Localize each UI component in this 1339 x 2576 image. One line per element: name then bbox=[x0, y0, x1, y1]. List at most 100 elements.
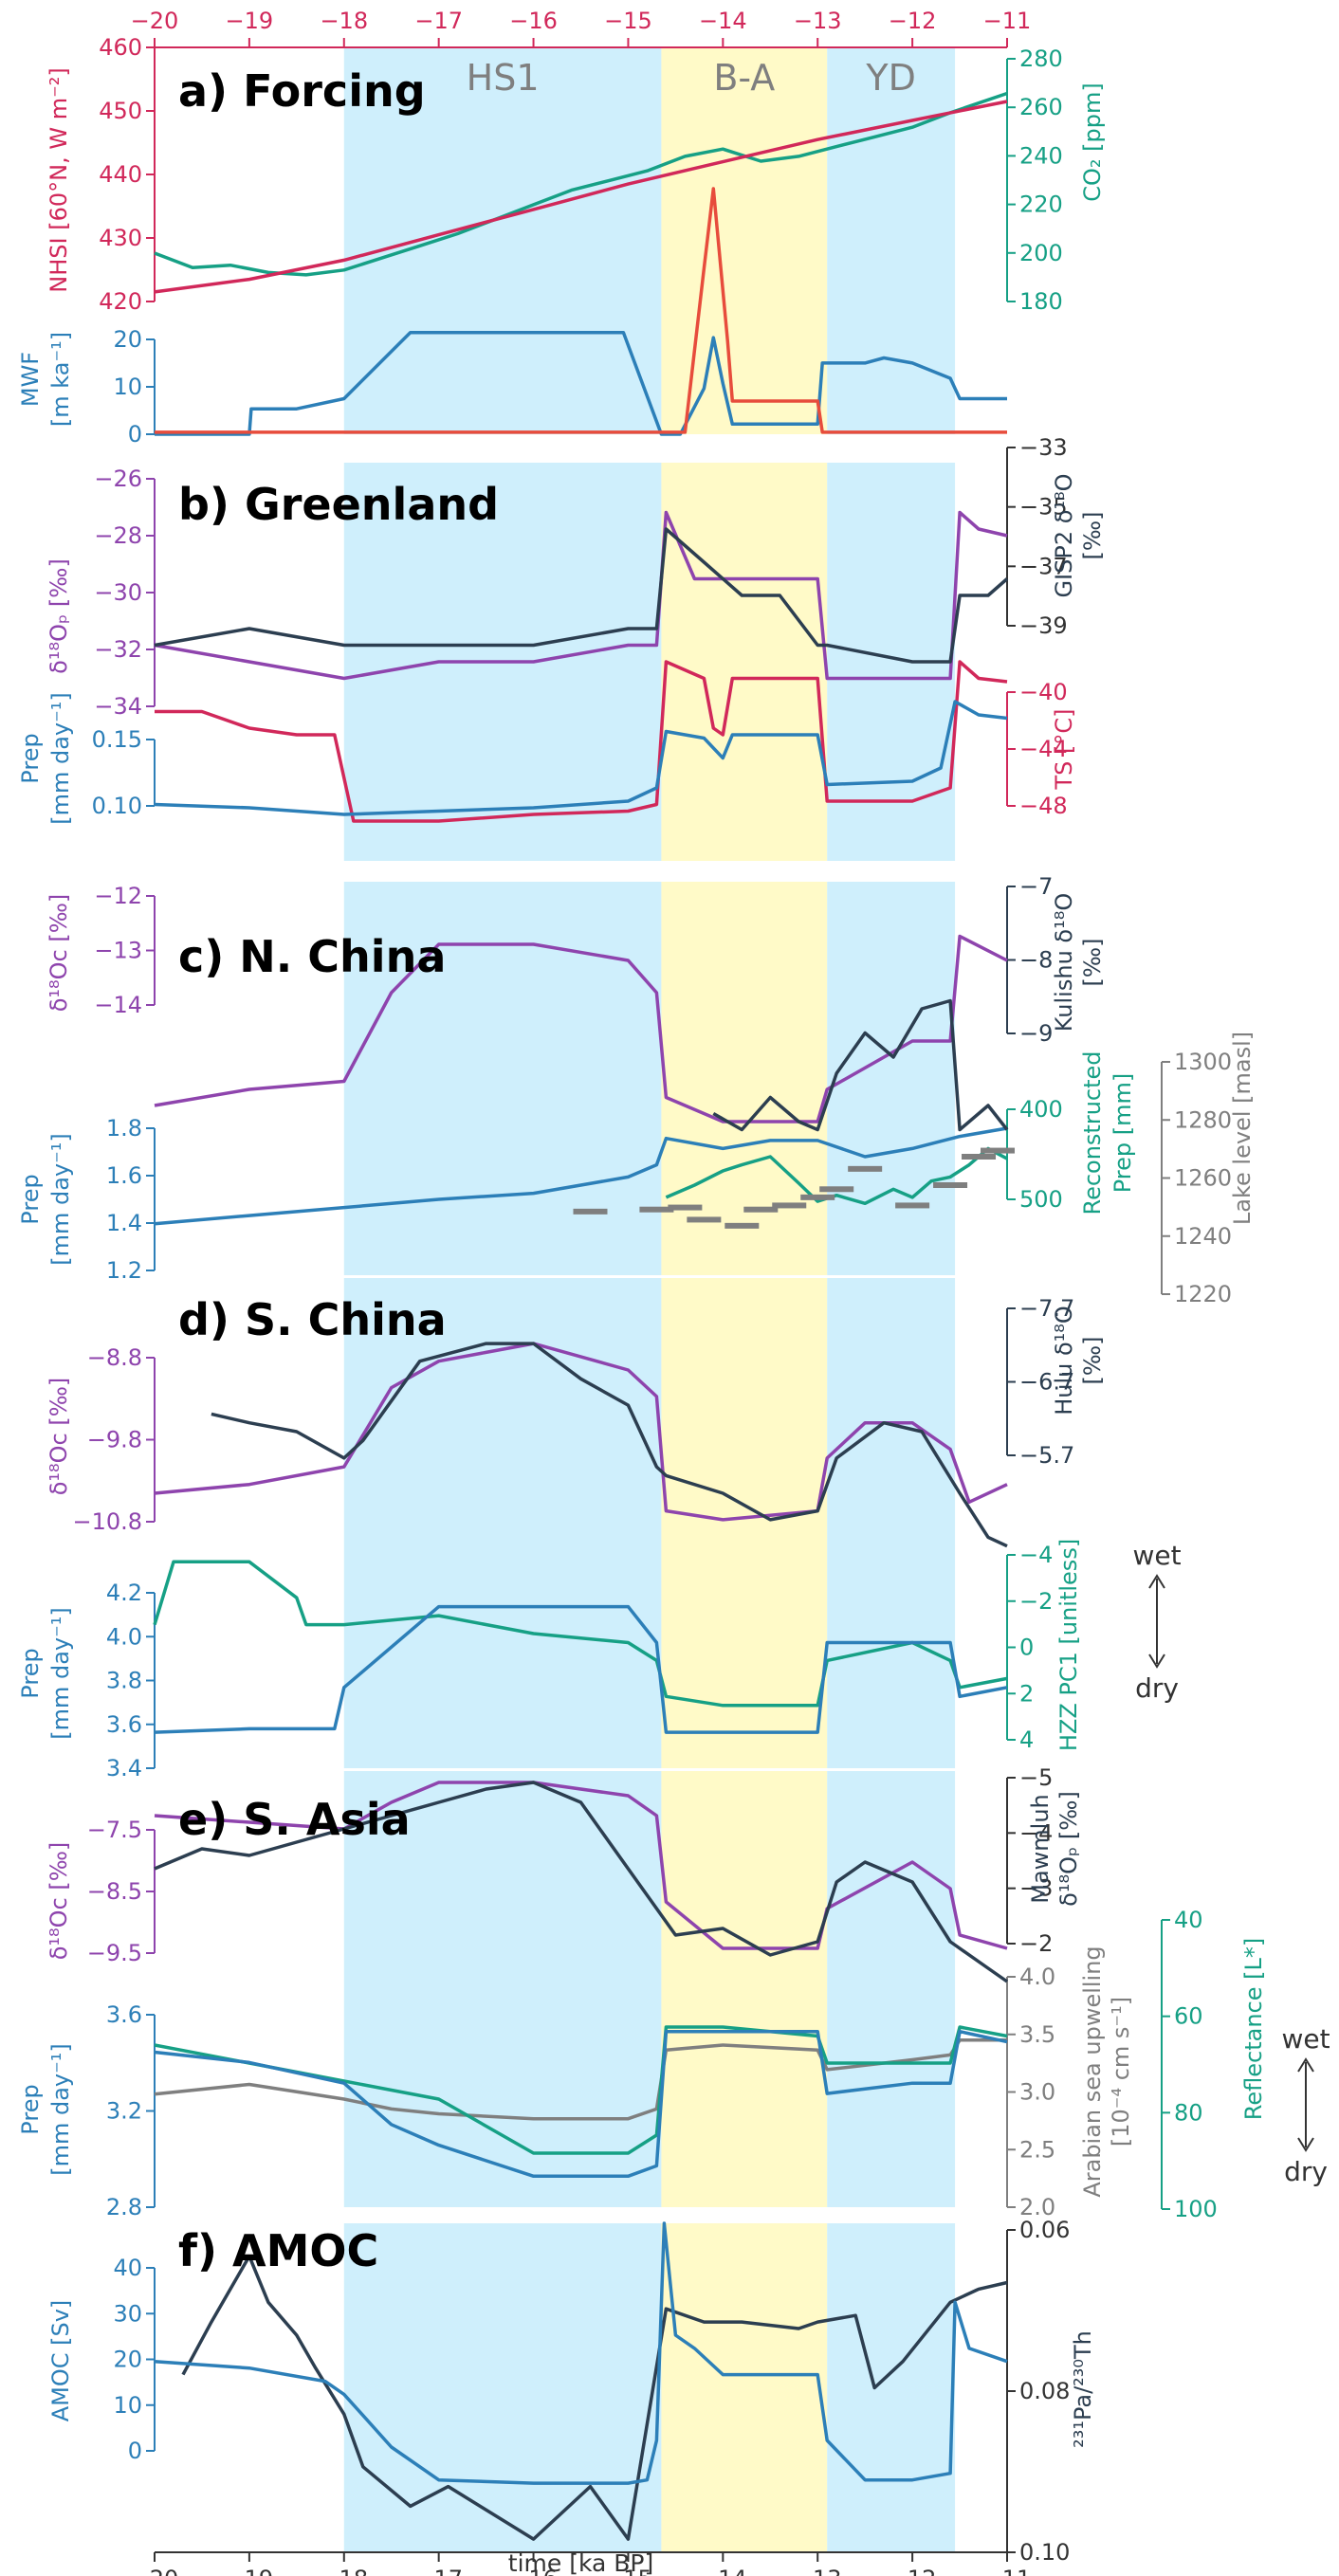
upwell-axis-tick-label: 3.5 bbox=[1019, 2021, 1055, 2048]
period-shade-hs1 bbox=[343, 1278, 662, 1768]
hulu-axis-tick-label: −5.7 bbox=[1019, 1442, 1074, 1469]
lake-level-marker bbox=[981, 1147, 1016, 1154]
lake-level-marker bbox=[639, 1206, 674, 1213]
upwell-axis-tick-label: 2.0 bbox=[1019, 2194, 1055, 2220]
x-tick-label: −17 bbox=[414, 2566, 463, 2576]
lake-level-marker bbox=[895, 1202, 930, 1209]
period-label-b-a: B-A bbox=[713, 57, 775, 99]
ts-axis-title: TS [°C] bbox=[1051, 708, 1077, 790]
x-tick-label: −16 bbox=[509, 2566, 558, 2576]
d18oc-d-axis-tick-label: −9.8 bbox=[87, 1427, 142, 1453]
reflect-axis-title: Reflectance [L*] bbox=[1240, 1938, 1267, 2120]
x-tick-label: −13 bbox=[794, 2566, 842, 2576]
pa-th-axis-tick-label: 0.08 bbox=[1019, 2378, 1070, 2404]
co2-axis-tick-label: 200 bbox=[1019, 240, 1063, 266]
ts-line bbox=[155, 660, 1008, 823]
ts-axis-tick-label: −40 bbox=[1019, 679, 1068, 705]
period-shade-hs1 bbox=[343, 882, 662, 1275]
amoc-axis-tick-label: 0 bbox=[128, 2438, 142, 2464]
co2-axis-tick-label: 220 bbox=[1019, 192, 1063, 218]
co2-axis-tick-label: 260 bbox=[1019, 94, 1063, 120]
prep-d-axis-tick-label: 3.4 bbox=[106, 1755, 142, 1781]
pa-th-axis-title: ²³¹Pa/²³⁰Th bbox=[1070, 2330, 1096, 2448]
prep-e-line bbox=[154, 2029, 1008, 2179]
top-tick-label: −15 bbox=[604, 8, 652, 34]
period-label-yd: YD bbox=[865, 57, 915, 99]
gisp2-axis-tick-label: −35 bbox=[1019, 494, 1068, 521]
period-shade-yd bbox=[827, 1278, 956, 1768]
d18op-axis-tick-label: −28 bbox=[94, 522, 142, 549]
lake-level-marker bbox=[962, 1154, 997, 1160]
mawmluh-axis-title: Mawmluh bbox=[1027, 1794, 1054, 1904]
arrowheads-d bbox=[1148, 1574, 1165, 1669]
recon-axis-tick-label: 400 bbox=[1019, 1096, 1063, 1123]
nhsi-axis-tick-label: 420 bbox=[99, 288, 142, 315]
top-tick-label: −17 bbox=[414, 8, 463, 34]
hzz-axis-tick-label: 2 bbox=[1019, 1680, 1034, 1707]
mawmluh-axis-tick-label: −4 bbox=[1019, 1819, 1053, 1846]
lake-level-marker bbox=[819, 1186, 854, 1193]
top-tick-label: −20 bbox=[131, 8, 179, 34]
x-tick-label: −20 bbox=[131, 2566, 179, 2576]
gisp2-line bbox=[154, 527, 1009, 664]
prep-c-axis-tick-label: 1.4 bbox=[106, 1210, 142, 1236]
prep-c-axis-tick-label: 1.6 bbox=[106, 1162, 142, 1189]
period-shade-b-a bbox=[661, 47, 828, 434]
x-tick-label: −19 bbox=[226, 2566, 274, 2576]
d18oc-c-axis-title: δ¹⁸Oc [‰] bbox=[46, 894, 72, 1013]
d18op-axis-tick-label: −32 bbox=[94, 636, 142, 663]
period-shade-b-a bbox=[661, 882, 828, 1275]
reflect-tick-label: 60 bbox=[1174, 2003, 1203, 2030]
d18oc-d-axis-title: δ¹⁸Oc [‰] bbox=[46, 1378, 72, 1496]
pa-th-axis-tick-label: 0.10 bbox=[1019, 2539, 1070, 2566]
d18op-axis-tick-label: −26 bbox=[94, 466, 142, 492]
hulu-line bbox=[211, 1342, 1008, 1548]
prep-e-axis-tick-label: 3.6 bbox=[106, 2001, 142, 2028]
panel-d-title: d) S. China bbox=[178, 1294, 447, 1345]
period-shade-b-a bbox=[661, 1278, 828, 1768]
prep-e-axis-title: Prep bbox=[17, 2084, 44, 2134]
dry-label-d: dry bbox=[1135, 1672, 1179, 1704]
mwf-axis-tick-label: 0 bbox=[128, 421, 142, 448]
hzz-axis-tick-label: −4 bbox=[1019, 1542, 1053, 1568]
d18oc-e-axis-tick-label: −8.5 bbox=[87, 1878, 142, 1905]
upwell-axis-tick-label: 2.5 bbox=[1019, 2136, 1055, 2163]
mawmluh-axis-tick-label: −3 bbox=[1019, 1875, 1053, 1902]
hzz-axis-tick-label: −2 bbox=[1019, 1588, 1053, 1615]
x-tick-label: −12 bbox=[889, 2566, 937, 2576]
reflect-tick-label: 40 bbox=[1174, 1907, 1203, 1933]
panel-c-title: c) N. China bbox=[178, 931, 446, 982]
prep-d-line bbox=[154, 1604, 1008, 1734]
mawmluh-axis-unit: δ¹⁸Oₚ [‰] bbox=[1055, 1791, 1082, 1907]
reflect-tick-label: 100 bbox=[1174, 2196, 1218, 2222]
lake-tick-label: 1260 bbox=[1174, 1165, 1232, 1192]
prep-c-axis-unit: [mm day⁻¹] bbox=[47, 1133, 74, 1266]
period-shade-b-a bbox=[661, 1771, 828, 2207]
panel-a-title: a) Forcing bbox=[178, 65, 426, 117]
ts-axis-tick-label: −48 bbox=[1019, 793, 1068, 819]
lake-level-marker bbox=[800, 1194, 835, 1200]
prep-d-axis-tick-label: 4.0 bbox=[106, 1623, 142, 1650]
hzz-axis-tick-label: 4 bbox=[1019, 1726, 1034, 1753]
wet-label-e: wet bbox=[1281, 2023, 1330, 2055]
kulishu-axis-unit: [‰] bbox=[1079, 939, 1106, 987]
prep-d-axis-tick-label: 3.6 bbox=[106, 1711, 142, 1738]
amoc-line bbox=[154, 2221, 1008, 2485]
d18oc-c-line bbox=[154, 934, 1008, 1124]
period-shade-yd bbox=[827, 47, 956, 434]
top-tick-label: −19 bbox=[226, 8, 274, 34]
period-shade-b-a bbox=[661, 2223, 828, 2552]
lake-level-marker bbox=[668, 1204, 703, 1211]
d18oc-e-axis-title: δ¹⁸Oc [‰] bbox=[46, 1842, 72, 1961]
gisp2-axis-title: GISP2 δ¹⁸O bbox=[1051, 473, 1077, 597]
nhsi-axis-tick-label: 450 bbox=[99, 98, 142, 124]
lake-tick-label: 1280 bbox=[1174, 1106, 1232, 1133]
dry-label-e: dry bbox=[1284, 2156, 1328, 2187]
upwell-axis-tick-label: 4.0 bbox=[1019, 1964, 1055, 1990]
d18op-axis-tick-label: −34 bbox=[94, 693, 142, 720]
x-tick-label: −15 bbox=[604, 2566, 652, 2576]
prep-b-axis-unit: [mm day⁻¹] bbox=[47, 692, 74, 825]
d18oc-e-line bbox=[154, 1781, 1008, 1950]
top-tick-label: −16 bbox=[509, 8, 558, 34]
hzz-pc1-line bbox=[153, 1560, 1008, 1708]
